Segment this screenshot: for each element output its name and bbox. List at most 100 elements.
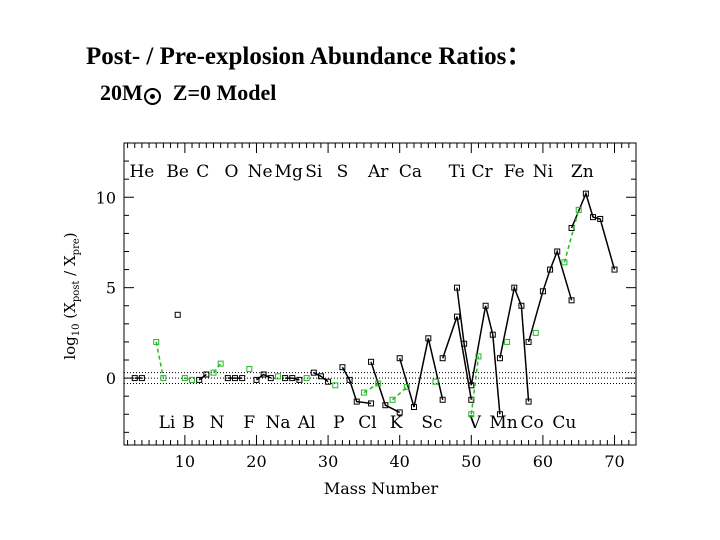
even-z-element-label: S [337, 162, 349, 182]
odd-z-element-label: K [390, 413, 403, 433]
x-tick-label: 30 [318, 452, 338, 471]
even-z-data-point [260, 371, 267, 378]
even-z-element-label: Cr [471, 162, 493, 182]
odd-z-data-point [575, 206, 582, 213]
even-z-data-point [525, 338, 532, 345]
odd-z-element-label: Co [521, 413, 544, 433]
even-z-data-point [224, 375, 231, 382]
even-z-element-label: Ni [533, 162, 554, 182]
subtitle-model: Z=0 Model [172, 80, 277, 105]
x-tick-label: 20 [246, 452, 266, 471]
odd-z-data-point [332, 382, 339, 389]
even-z-data-point [453, 313, 460, 320]
even-z-series-line [441, 316, 473, 400]
x-tick-label: 10 [175, 452, 195, 471]
even-z-element-label: Si [305, 162, 323, 182]
odd-z-data-point [210, 369, 217, 376]
even-z-data-point [253, 376, 260, 383]
even-z-data-point [511, 284, 518, 291]
odd-z-element-label: Sc [421, 413, 442, 433]
odd-z-element-label: Na [265, 413, 290, 433]
even-z-element-label: Ca [399, 162, 422, 182]
even-z-data-point [568, 297, 575, 304]
even-z-data-point [317, 373, 324, 380]
even-z-data-point [282, 375, 289, 382]
odd-z-data-point [360, 389, 367, 396]
odd-z-data-point [504, 338, 511, 345]
y-tick-label: 5 [106, 279, 116, 298]
even-z-data-point [453, 284, 460, 291]
even-z-data-point [590, 214, 597, 221]
odd-z-element-label: Al [297, 413, 316, 433]
even-z-data-point [353, 398, 360, 405]
slide-subtitle: 20M Z=0 Model [100, 80, 276, 106]
even-z-series-line [527, 249, 573, 343]
even-z-element-label: C [196, 162, 209, 182]
slide-title: Post- / Pre-explosion Abundance Ratios： [86, 43, 532, 70]
even-z-data-point [482, 302, 489, 309]
even-z-series-line [456, 287, 501, 415]
x-axis-label: Mass Number [324, 479, 439, 498]
even-z-series-line [398, 338, 444, 408]
even-z-data-point [439, 396, 446, 403]
even-z-data-point [411, 404, 418, 411]
even-z-element-label: Fe [504, 162, 525, 182]
even-z-data-point [339, 364, 346, 371]
even-z-data-point [554, 248, 561, 255]
even-z-element-label: Ar [367, 162, 389, 182]
even-z-data-point [239, 375, 246, 382]
even-z-series-line [499, 285, 530, 402]
even-z-data-point [461, 340, 468, 347]
even-z-data-point [203, 371, 210, 378]
even-z-element-label: Zn [571, 162, 594, 182]
odd-z-element-label: V [468, 413, 482, 433]
even-z-data-point [489, 331, 496, 338]
odd-z-element-label: Li [159, 413, 176, 433]
even-z-data-point [439, 355, 446, 362]
even-z-data-point [196, 376, 203, 383]
even-z-data-point [267, 375, 274, 382]
odd-z-series-line [155, 341, 165, 379]
even-z-data-point [346, 376, 353, 383]
even-z-data-point [296, 376, 303, 383]
y-tick-label: 10 [96, 188, 116, 207]
even-z-data-point [496, 355, 503, 362]
even-z-data-point [368, 358, 375, 365]
odd-z-element-label: P [333, 413, 344, 433]
x-tick-label: 40 [390, 452, 410, 471]
even-z-data-point [547, 266, 554, 273]
even-z-data-point [231, 375, 238, 382]
even-z-data-point [382, 402, 389, 409]
odd-z-element-label: B [182, 413, 195, 433]
even-z-data-point [597, 215, 604, 222]
even-z-series-line [198, 373, 207, 381]
even-z-data-point [611, 266, 618, 273]
odd-z-data-point [181, 375, 188, 382]
odd-z-element-label: Mn [489, 413, 517, 433]
even-z-data-point [174, 311, 181, 318]
even-z-series-line [570, 191, 616, 270]
odd-z-data-point [217, 360, 224, 367]
odd-z-data-point [403, 384, 410, 391]
odd-z-data-point [389, 396, 396, 403]
even-z-element-label: O [224, 162, 238, 182]
even-z-data-point [310, 369, 317, 376]
odd-z-element-label: Cl [358, 413, 376, 433]
even-z-data-point [325, 378, 332, 385]
even-z-element-label: Ti [449, 162, 466, 182]
subtitle-mass: 20M [100, 80, 143, 105]
odd-z-data-point [153, 338, 160, 345]
even-z-data-point [468, 382, 475, 389]
odd-z-data-point [561, 259, 568, 266]
even-z-element-label: Be [166, 162, 189, 182]
even-z-data-point [289, 375, 296, 382]
odd-z-element-label: Cu [552, 413, 576, 433]
odd-z-element-label: F [243, 413, 255, 433]
even-z-data-point [368, 400, 375, 407]
even-z-data-point [131, 375, 138, 382]
even-z-data-point [518, 302, 525, 309]
odd-z-data-point [432, 378, 439, 385]
even-z-series-line [370, 361, 401, 414]
y-tick-label: 0 [106, 369, 116, 388]
